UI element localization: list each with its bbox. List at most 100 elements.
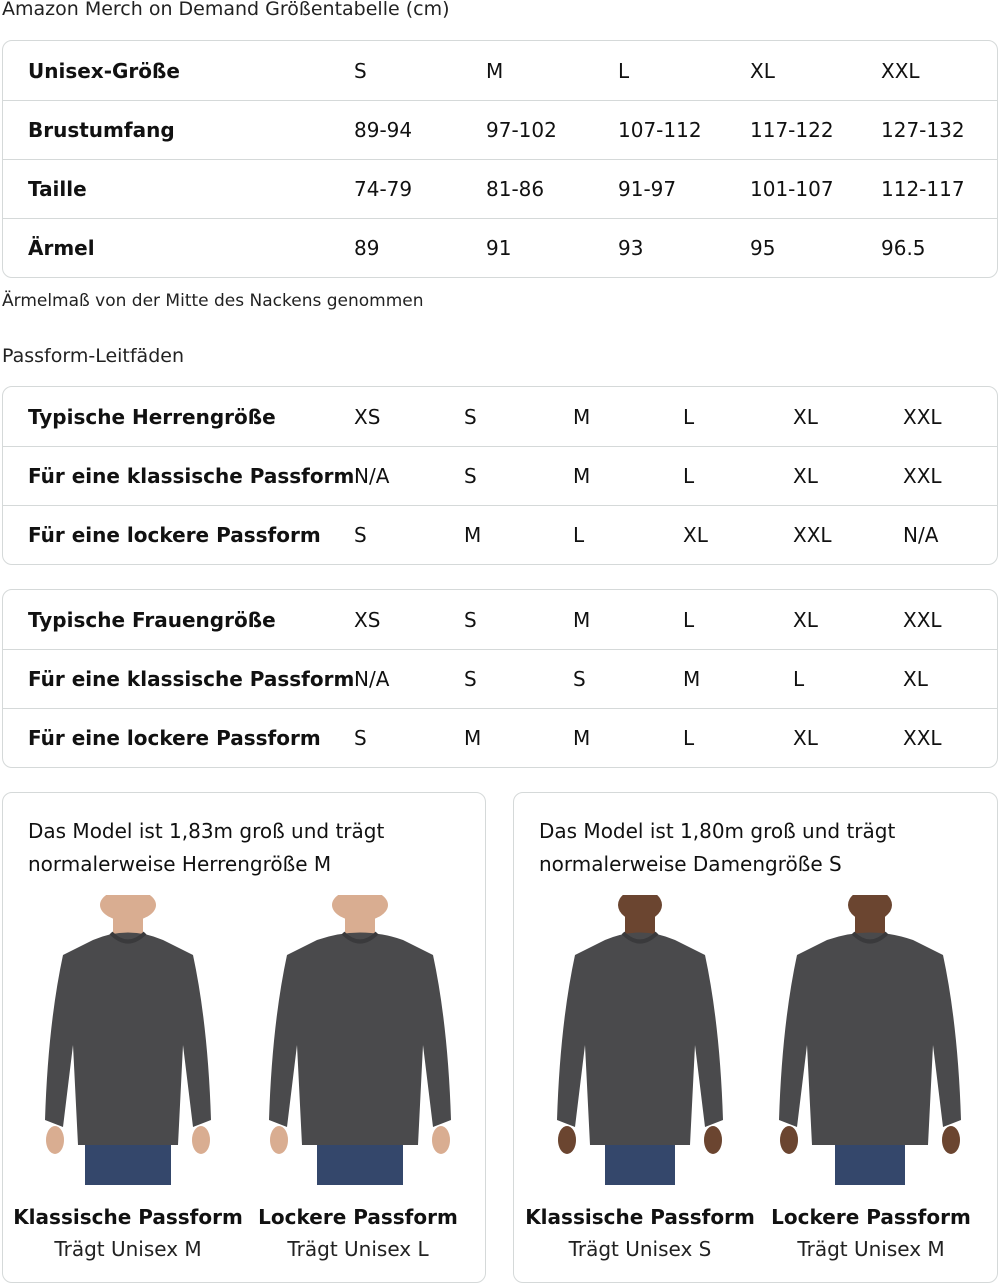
table-cell: S (573, 667, 586, 691)
row-label: Für eine klassische Passform (28, 464, 355, 488)
table-cell: S (464, 607, 477, 632)
model-photo-men-classic (33, 889, 223, 1185)
men-model-card: Das Model ist 1,83m groß und trägt normal… (2, 792, 486, 1283)
wears-label: Trägt Unisex M (797, 1237, 945, 1261)
wears-label: Trägt Unisex L (287, 1237, 429, 1261)
table-cell: M (486, 58, 504, 83)
table-cell: S (464, 404, 477, 429)
table-cell: L (618, 58, 630, 83)
table-cell: XXL (903, 607, 942, 632)
table-row: Für eine klassische Passform N/A S S M L XL (3, 649, 997, 708)
table-cell: XXL (903, 726, 942, 750)
sleeve-note: Ärmelmaß von der Mitte des Nackens genom… (2, 291, 424, 311)
table-cell: 107-112 (618, 118, 702, 142)
table-cell: 95 (750, 236, 776, 260)
row-label: Brustumfang (28, 118, 175, 142)
table-cell: XL (793, 404, 818, 429)
table-cell: L (683, 404, 695, 429)
table-cell: M (573, 464, 591, 488)
sweatshirt-model-icon (779, 889, 961, 1185)
table-cell: N/A (354, 464, 390, 488)
unisex-size-table: Unisex-Größe S M L XL XXL Brustumfang 89-94 97-1… (2, 40, 998, 278)
table-row: Für eine klassische Passform N/A S M L XL XXL (3, 446, 997, 505)
fit-label: Lockere Passform (771, 1205, 971, 1229)
table-cell: 127-132 (881, 118, 965, 142)
row-label: Für eine lockere Passform (28, 523, 321, 547)
table-cell: 89-94 (354, 118, 413, 142)
photo-caption: Klassische Passform Trägt Unisex M (8, 1203, 248, 1267)
table-cell: M (573, 404, 591, 429)
table-cell: M (464, 726, 482, 750)
table-cell: M (573, 607, 591, 632)
table-cell: L (683, 607, 695, 632)
row-label: Typische Herrengröße (28, 404, 276, 429)
table-cell: XXL (903, 404, 942, 429)
table-cell: XL (683, 523, 708, 547)
size-chart-title: Amazon Merch on Demand Größentabelle (cm… (2, 0, 450, 20)
fit-label: Lockere Passform (258, 1205, 458, 1229)
row-label: Ärmel (28, 236, 95, 260)
table-cell: S (464, 464, 477, 488)
table-cell: 117-122 (750, 118, 834, 142)
fit-label: Klassische Passform (13, 1205, 243, 1229)
table-row: Typische Herrengröße XS S M L XL XXL (3, 387, 997, 446)
table-cell: XL (793, 464, 818, 488)
table-cell: 89 (354, 236, 380, 260)
model-photo-men-loose (265, 889, 455, 1185)
table-cell: L (683, 464, 695, 488)
table-cell: 96.5 (881, 236, 926, 260)
table-cell: 91-97 (618, 177, 677, 201)
table-cell: XL (750, 58, 775, 83)
table-cell: XXL (793, 523, 832, 547)
table-cell: N/A (354, 667, 390, 691)
model-photo-women-classic (545, 889, 735, 1185)
photo-caption: Lockere Passform Trägt Unisex M (751, 1203, 991, 1267)
table-cell: 101-107 (750, 177, 834, 201)
table-cell: XL (793, 607, 818, 632)
table-row: Unisex-Größe S M L XL XXL (3, 41, 997, 100)
row-label: Typische Frauengröße (28, 607, 276, 632)
table-cell: XL (793, 726, 818, 750)
table-cell: 112-117 (881, 177, 965, 201)
row-label: Taille (28, 177, 87, 201)
row-label: Unisex-Größe (28, 58, 180, 83)
row-label: Für eine klassische Passform (28, 667, 355, 691)
table-cell: N/A (903, 523, 939, 547)
sweatshirt-model-icon (269, 889, 451, 1185)
table-cell: L (683, 726, 695, 750)
table-cell: M (464, 523, 482, 547)
table-cell: S (354, 726, 367, 750)
fit-label: Klassische Passform (525, 1205, 755, 1229)
row-label: Für eine lockere Passform (28, 726, 321, 750)
table-cell: XS (354, 404, 381, 429)
table-cell: XS (354, 607, 381, 632)
women-model-card: Das Model ist 1,80m groß und trägt normal… (513, 792, 998, 1283)
photo-caption: Lockere Passform Trägt Unisex L (238, 1203, 478, 1267)
table-cell: XXL (881, 58, 920, 83)
table-cell: S (354, 58, 367, 83)
model-photo-women-loose (775, 889, 965, 1185)
model-description: Das Model ist 1,83m groß und trägt (28, 819, 385, 843)
photo-caption: Klassische Passform Trägt Unisex S (520, 1203, 760, 1267)
sweatshirt-model-icon (557, 889, 723, 1185)
table-cell: 91 (486, 236, 512, 260)
table-cell: L (573, 523, 585, 547)
fit-guide-title: Passform-Leitfäden (2, 345, 184, 367)
table-cell: 81-86 (486, 177, 545, 201)
model-description: normalerweise Herrengröße M (28, 852, 332, 876)
table-row: Brustumfang 89-94 97-102 107-112 117-122 127-… (3, 100, 997, 159)
women-fit-table: Typische Frauengröße XS S M L XL XXL Für eine k… (2, 589, 998, 768)
table-cell: 97-102 (486, 118, 557, 142)
table-row: Ärmel 89 91 93 95 96.5 (3, 218, 997, 277)
table-cell: 74-79 (354, 177, 413, 201)
table-cell: 93 (618, 236, 644, 260)
table-cell: S (354, 523, 367, 547)
table-row: Typische Frauengröße XS S M L XL XXL (3, 590, 997, 649)
table-row: Für eine lockere Passform S M L XL XXL N/A (3, 505, 997, 564)
model-description: Das Model ist 1,80m groß und trägt (539, 819, 896, 843)
table-cell: M (573, 726, 591, 750)
table-row: Für eine lockere Passform S M M L XL XXL (3, 708, 997, 767)
table-cell: M (683, 667, 701, 691)
wears-label: Trägt Unisex M (54, 1237, 202, 1261)
model-description: normalerweise Damengröße S (539, 852, 842, 876)
